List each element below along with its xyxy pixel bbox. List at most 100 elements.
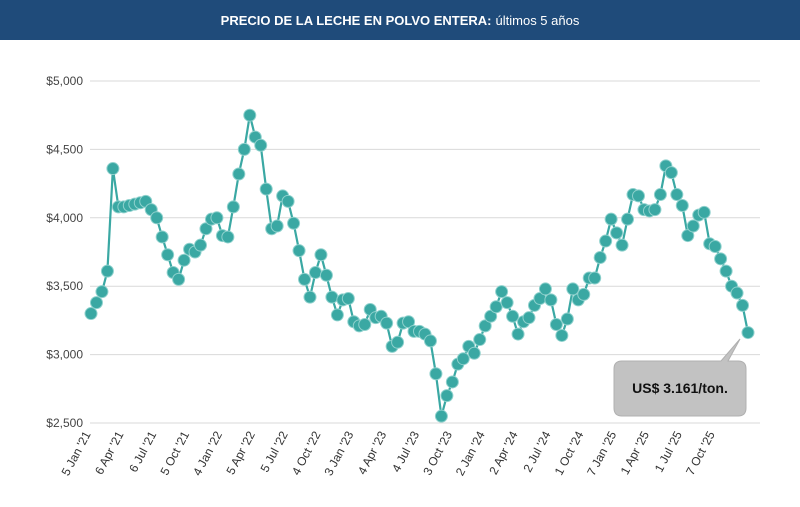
x-tick-label: 3 Oct '23 [420,429,455,478]
data-point [89,296,103,310]
x-tick-label: 5 Apr '22 [223,429,258,477]
data-point [314,248,328,262]
data-point [150,211,164,225]
y-tick-label: $3,000 [46,348,83,362]
data-point [237,142,251,156]
data-point [210,211,224,225]
data-point [593,250,607,264]
x-tick-label: 6 Apr '21 [92,429,127,477]
x-axis-ticks: 5 Jan '216 Apr '21 6 Jul '215 Oct '214 Ja… [59,429,718,479]
price-series [84,108,755,423]
x-tick-label: 2 Jan '24 [453,429,488,479]
data-point [303,290,317,304]
data-point [287,216,301,230]
x-tick-label: 7 Oct '25 [683,429,718,478]
data-point [292,244,306,258]
data-point [95,285,109,299]
data-point [714,252,728,266]
data-point [681,229,695,243]
data-point [161,248,175,262]
data-point [708,240,722,254]
data-point [632,189,645,203]
x-tick-label: 3 Jan '23 [321,429,356,479]
x-tick-label: 2 Jul '24 [520,429,553,475]
x-tick-label: 1 Jul '25 [652,429,685,475]
data-point [298,272,312,286]
y-axis-ticks: $2,500 $3,000 $3,500 $4,000 $4,500 $5,000 [46,74,83,430]
data-point [615,238,629,252]
data-point [440,389,454,403]
x-tick-label: 5 Jan '21 [59,429,94,479]
data-point [478,319,492,333]
x-tick-label: 6 Jul '21 [126,429,159,475]
chart-title-banner: PRECIO DE LA LECHE EN POLVO ENTERA: últi… [0,0,800,40]
x-tick-label: 2 Apr '24 [486,429,521,477]
data-point [577,287,591,301]
data-point [172,272,186,286]
y-tick-label: $5,000 [46,74,83,88]
data-point [473,333,487,347]
data-point [588,271,602,285]
data-point [423,334,437,348]
callout-label: US$ 3.161/ton. [632,380,728,396]
x-tick-label: 5 Jul '22 [258,429,291,475]
data-point [199,222,213,236]
data-point [226,200,240,214]
chart-title-bold: PRECIO DE LA LECHE EN POLVO ENTERA: [220,12,492,28]
data-point [697,205,711,219]
data-point [511,327,525,341]
data-point [544,293,558,307]
data-point [719,264,733,278]
data-point [177,253,191,267]
data-point [358,318,372,332]
data-point [489,300,503,314]
data-point [155,230,169,244]
x-tick-label: 1 Apr '25 [618,429,653,477]
data-point [281,194,295,208]
data-point [621,212,635,226]
data-point [610,226,624,240]
y-tick-label: $4,000 [46,211,83,225]
data-point [380,316,394,330]
data-point [500,296,514,310]
data-point [648,203,662,217]
data-point [254,138,268,152]
data-point [538,282,552,296]
data-point [522,311,536,325]
y-tick-label: $3,500 [46,279,83,293]
x-tick-label: 1 Oct '24 [552,429,587,478]
x-tick-label: 7 Jan '25 [584,429,619,479]
data-point [467,346,481,360]
data-point [243,108,257,122]
data-point [100,264,114,278]
x-tick-label: 4 Apr '23 [355,429,390,477]
data-point [506,309,520,323]
data-point [434,409,448,423]
x-tick-label: 4 Jan '22 [190,429,225,479]
y-tick-label: $2,500 [46,416,83,430]
data-point [232,167,246,181]
data-point [549,318,563,332]
callout-bubble [613,338,747,417]
y-tick-label: $4,500 [46,142,83,156]
data-point [429,367,443,381]
data-point [653,188,667,202]
data-point [308,266,322,280]
data-point [741,326,755,340]
data-point [560,312,574,326]
data-point [402,315,416,329]
data-point [270,219,284,233]
data-point [330,308,344,322]
data-point [259,182,273,196]
data-point [325,290,339,304]
data-point [445,375,459,389]
data-point [730,286,744,300]
data-point [495,285,509,299]
data-point [194,238,207,252]
data-point [221,230,235,244]
data-point [604,212,618,226]
x-tick-label: 4 Jul '23 [389,429,422,475]
data-point [686,219,700,233]
grid-lines [90,80,760,424]
x-tick-label: 5 Oct '21 [157,429,192,478]
